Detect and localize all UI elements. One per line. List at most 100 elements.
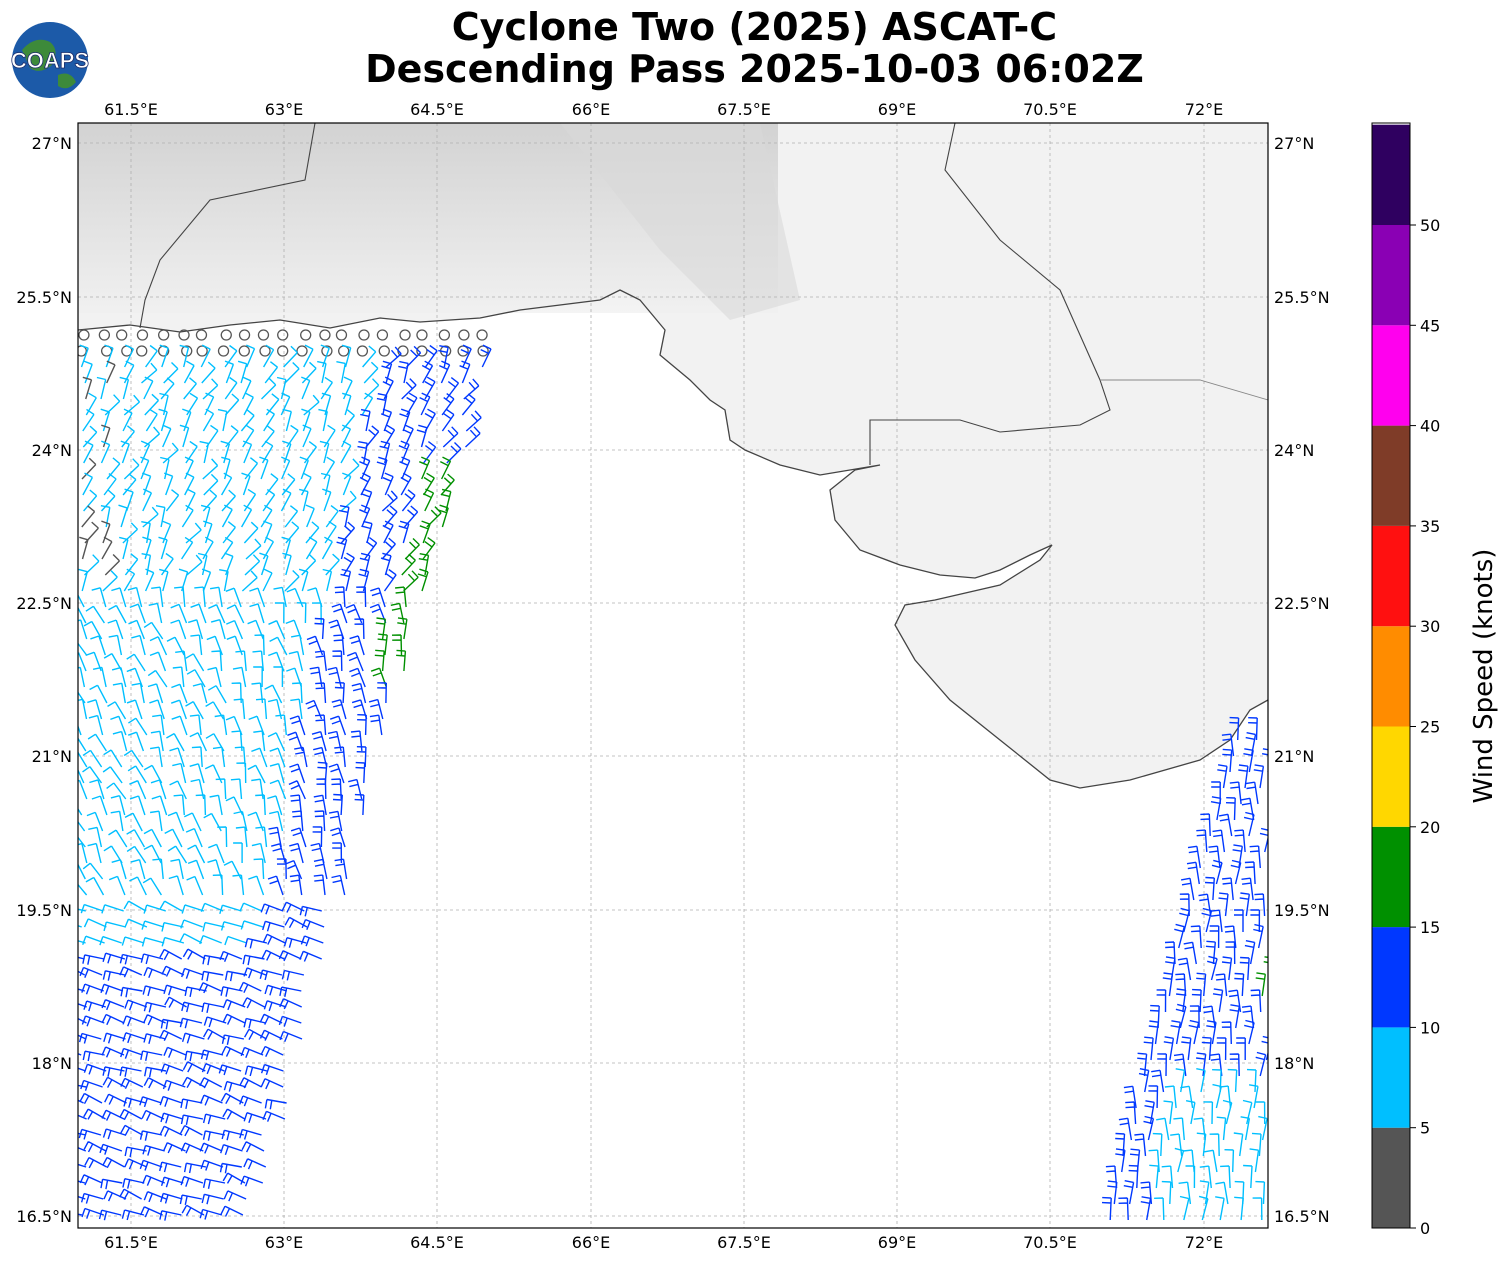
wind-barb xyxy=(82,749,103,768)
wind-barb xyxy=(233,698,246,720)
wind-barb xyxy=(126,845,147,864)
wind-barb xyxy=(184,812,202,832)
wind-barb xyxy=(160,1063,184,1075)
wind-barb xyxy=(1148,1020,1159,1045)
wind-barb xyxy=(1241,877,1254,901)
wind-barb xyxy=(421,360,434,384)
wind-barb xyxy=(185,488,196,512)
colorbar-tick-label: 5 xyxy=(1420,1119,1430,1138)
wind-barb xyxy=(374,649,385,672)
wind-barb xyxy=(78,1032,102,1044)
wind-barb xyxy=(87,699,103,720)
wind-barb xyxy=(1253,923,1264,949)
wind-barb xyxy=(87,842,102,864)
wind-barb xyxy=(1163,1100,1174,1125)
wind-barb xyxy=(1220,1165,1231,1189)
wind-barb xyxy=(1234,909,1244,932)
lon-tick: 72°E xyxy=(1185,1233,1223,1252)
colorbar-frame xyxy=(1371,122,1411,1229)
border-line xyxy=(1100,379,1268,401)
border-line xyxy=(139,123,316,329)
title-line-1: Cyclone Two (2025) ASCAT-C xyxy=(451,5,1058,49)
wind-barb xyxy=(122,522,139,544)
wind-barb xyxy=(286,587,304,608)
wind-barb xyxy=(220,472,233,496)
wind-barb xyxy=(239,1077,262,1089)
title-line-2: Descending Pass 2025-10-03 06:02Z xyxy=(365,47,1144,91)
wind-barb xyxy=(332,793,343,816)
wind-barb xyxy=(119,536,129,560)
wind-barb xyxy=(200,344,211,368)
wind-barb xyxy=(78,988,85,992)
wind-barb xyxy=(1179,907,1190,933)
wind-barb xyxy=(101,424,111,448)
wind-barb xyxy=(350,730,363,752)
wind-barb xyxy=(311,602,322,624)
wind-barb xyxy=(1173,1053,1187,1077)
wind-barb xyxy=(101,999,125,1011)
wind-barb xyxy=(180,1142,204,1154)
wind-barb xyxy=(167,845,188,864)
wind-barb xyxy=(1244,940,1256,965)
wind-barb xyxy=(285,521,300,544)
lat-tick: 25.5°N xyxy=(1274,288,1330,307)
wind-barb xyxy=(1196,1052,1207,1077)
calm-marker xyxy=(277,329,289,341)
wind-barb xyxy=(243,1028,267,1040)
wind-barb xyxy=(186,392,199,416)
wind-barb xyxy=(1179,893,1190,917)
wind-barb xyxy=(300,472,312,496)
wind-barb xyxy=(1243,748,1254,773)
wind-barb xyxy=(1193,1117,1206,1141)
wind-barb xyxy=(1144,1100,1155,1125)
wind-barb xyxy=(159,900,183,912)
wind-barb xyxy=(1189,1005,1200,1029)
wind-barb xyxy=(1255,972,1266,997)
wind-barb xyxy=(302,424,312,448)
wind-barb xyxy=(401,489,416,512)
wind-barb xyxy=(200,902,224,912)
wind-barb xyxy=(82,1050,105,1062)
wind-barb xyxy=(1140,1196,1152,1221)
wind-barb xyxy=(203,520,213,544)
wind-barb xyxy=(1199,1165,1212,1189)
wind-barb xyxy=(233,810,248,832)
wind-barb xyxy=(323,424,336,448)
wind-barb xyxy=(281,456,291,480)
wind-barb xyxy=(260,1063,284,1076)
wind-barb xyxy=(383,568,397,592)
wind-barb xyxy=(305,699,323,720)
calm-marker xyxy=(356,345,369,357)
wind-barb xyxy=(322,568,333,592)
wind-barb xyxy=(155,505,166,528)
wind-barb xyxy=(1248,1084,1259,1109)
wind-barb xyxy=(290,698,303,720)
wind-barb xyxy=(262,920,285,932)
logo-text: COAPS xyxy=(11,48,89,73)
wind-barb xyxy=(1211,781,1221,804)
wind-barb xyxy=(1218,813,1233,837)
wind-barb xyxy=(100,408,110,432)
wind-barb xyxy=(243,488,257,512)
wind-barb xyxy=(286,424,299,448)
calm-marker xyxy=(277,345,289,357)
wind-barb xyxy=(144,393,160,416)
wind-barb xyxy=(78,666,86,688)
wind-barb xyxy=(241,570,258,592)
wind-barb xyxy=(171,715,188,736)
wind-barb xyxy=(111,859,127,880)
wind-barb xyxy=(142,506,159,528)
wind-barb xyxy=(159,568,169,592)
wind-barb xyxy=(89,779,105,800)
wind-barb xyxy=(1151,1069,1165,1093)
wind-barb xyxy=(122,1015,146,1027)
wind-barb xyxy=(279,998,302,1010)
wind-barb xyxy=(159,1161,182,1173)
wind-barb xyxy=(251,747,268,768)
colorbar-tick-label: 40 xyxy=(1420,417,1440,436)
wind-barb xyxy=(224,393,240,416)
wind-barb xyxy=(406,345,422,368)
wind-barb xyxy=(240,409,255,432)
wind-barb xyxy=(260,504,273,528)
wind-barb xyxy=(262,568,273,592)
